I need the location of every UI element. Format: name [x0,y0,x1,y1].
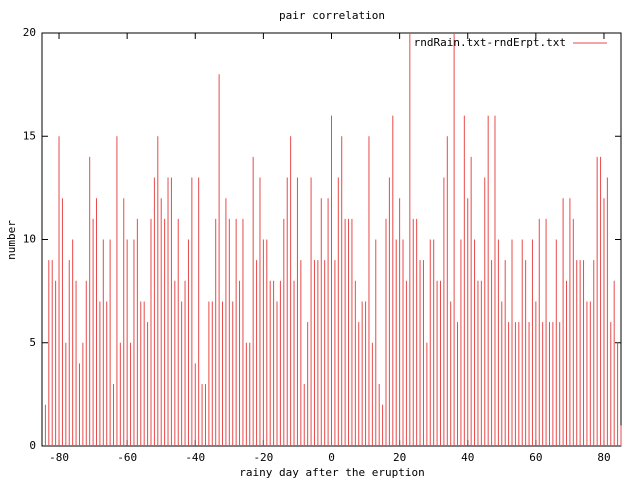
y-tick-label: 5 [29,336,36,349]
x-tick-label: -20 [253,451,273,464]
x-tick-label: 0 [328,451,335,464]
x-tick-label: 60 [529,451,542,464]
chart-title: pair correlation [279,9,385,22]
y-tick-label: 10 [23,233,36,246]
legend-label: rndRain.txt-rndErpt.txt [414,36,566,49]
y-tick-label: 15 [23,129,36,142]
x-tick-label: 40 [461,451,474,464]
y-tick-label: 0 [29,439,36,452]
x-tick-label: -80 [49,451,69,464]
x-tick-label: -40 [185,451,205,464]
y-tick-label: 20 [23,26,36,39]
x-tick-label: 20 [393,451,406,464]
x-tick-label: -60 [117,451,137,464]
x-axis-label: rainy day after the eruption [239,466,424,479]
x-tick-label: 80 [597,451,610,464]
y-axis-label: number [5,220,18,260]
